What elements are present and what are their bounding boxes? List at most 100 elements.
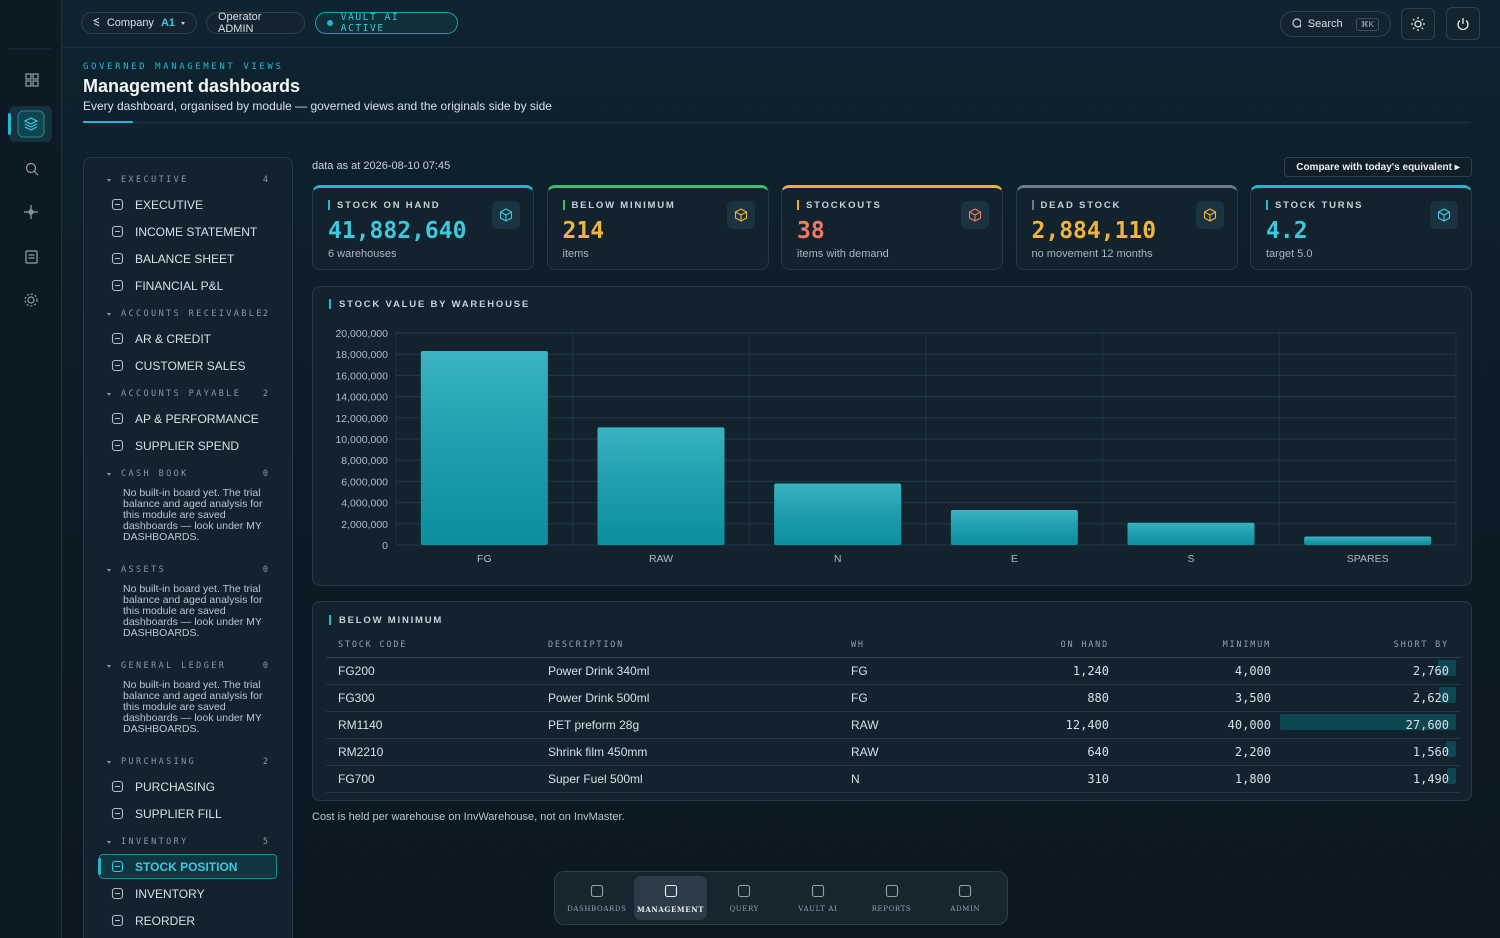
group-header: ASSETS 0 bbox=[84, 558, 292, 581]
nav-tab[interactable]: REPORTS bbox=[855, 876, 929, 920]
table-cell: RAW bbox=[851, 745, 879, 759]
nav-item[interactable]: FINANCIAL P&L bbox=[84, 272, 292, 299]
table-cell: 1,560 bbox=[1283, 741, 1461, 759]
nav-item[interactable]: MRP / PLANNING bbox=[84, 934, 292, 938]
cell-value: 310 bbox=[1087, 772, 1109, 786]
item-icon bbox=[111, 279, 124, 292]
status-dot bbox=[327, 20, 333, 26]
table-row: FG300 Power Drink 500ml FG 880 3,500 2,620 bbox=[326, 685, 1461, 712]
table-row: FG700 Super Fuel 500ml N 310 1,800 1,490 bbox=[326, 766, 1461, 793]
table-title: BELOW MINIMUM bbox=[329, 615, 443, 626]
item-icon bbox=[111, 412, 124, 425]
table-cell: Power Drink 340ml bbox=[548, 664, 650, 678]
nav-item[interactable]: EXECUTIVE bbox=[84, 191, 292, 218]
group-header: GENERAL LEDGER 0 bbox=[84, 654, 292, 677]
page-subtitle: Every dashboard, organised by module — g… bbox=[83, 99, 552, 113]
item-label: REORDER bbox=[135, 914, 196, 928]
table-cell: FG700 bbox=[338, 772, 375, 786]
icon-shape bbox=[111, 279, 124, 292]
item-label: SUPPLIER SPEND bbox=[135, 439, 240, 453]
nav-item[interactable]: AP & PERFORMANCE bbox=[84, 405, 292, 432]
nav-item[interactable]: AR & CREDIT bbox=[84, 325, 292, 352]
group-count: 5 bbox=[262, 837, 268, 847]
group-count: 0 bbox=[262, 469, 268, 479]
item-icon bbox=[111, 807, 124, 820]
table-cell: FG300 bbox=[338, 691, 375, 705]
cell-value: 1,560 bbox=[1412, 745, 1449, 759]
kpi-note: 6 warehouses bbox=[328, 248, 397, 260]
power-button[interactable] bbox=[1446, 7, 1480, 40]
nav-item[interactable]: SUPPLIER SPEND bbox=[84, 432, 292, 459]
nav-item[interactable]: REORDER bbox=[84, 907, 292, 934]
search[interactable]: Search ⌘K bbox=[1280, 11, 1391, 37]
caret bbox=[107, 393, 111, 396]
kpi-card: BELOW MINIMUM 214 items bbox=[546, 185, 769, 270]
table-cell: 3,500 bbox=[1121, 691, 1283, 705]
group-count: 4 bbox=[262, 175, 268, 185]
kpi-icon bbox=[1195, 201, 1224, 229]
group-header: ACCOUNTS RECEIVABLE 2 bbox=[84, 302, 292, 325]
icon-shape bbox=[111, 887, 124, 900]
table-cell: Super Fuel 500ml bbox=[548, 772, 643, 786]
company-value: A1 bbox=[160, 17, 175, 29]
table-cell: RM2210 bbox=[338, 745, 384, 759]
nav-tab[interactable]: QUERY bbox=[707, 876, 781, 920]
table-cell: 1,800 bbox=[1121, 772, 1283, 786]
kpi-icon bbox=[726, 201, 755, 229]
caret bbox=[107, 569, 111, 572]
nav-tab[interactable]: DASHBOARDS bbox=[560, 876, 634, 920]
nav-item[interactable]: BALANCE SHEET bbox=[84, 245, 292, 272]
nav-tab[interactable]: VAULT AI bbox=[781, 876, 855, 920]
y-tick-label: 20,000,000 bbox=[335, 328, 388, 340]
item-icon bbox=[111, 332, 124, 345]
item-icon bbox=[111, 914, 124, 927]
compare-button[interactable]: Compare with today's equivalent ▸ bbox=[1284, 157, 1472, 177]
tab-icon bbox=[885, 884, 898, 898]
x-tick-label: E bbox=[1011, 553, 1018, 565]
tab-label: DASHBOARDS bbox=[567, 905, 627, 913]
group-header: ACCOUNTS PAYABLE 2 bbox=[84, 382, 292, 405]
nav-item[interactable]: INVENTORY bbox=[84, 880, 292, 907]
table-cell: FG200 bbox=[338, 664, 375, 678]
icon-shape bbox=[738, 884, 751, 898]
icon-shape bbox=[111, 359, 124, 372]
page-title: Management dashboards bbox=[83, 76, 301, 96]
group-count: 2 bbox=[262, 309, 268, 319]
nav-item[interactable]: SUPPLIER FILL bbox=[84, 800, 292, 827]
shortcut: ⌘K bbox=[1355, 17, 1379, 31]
operator: Operator ADMIN bbox=[218, 11, 262, 35]
item-label: EXECUTIVE bbox=[135, 198, 204, 212]
nav-item[interactable]: PURCHASING bbox=[84, 773, 292, 800]
tab-icon bbox=[590, 884, 604, 898]
icon-shape bbox=[811, 884, 825, 898]
cube-icon bbox=[499, 208, 513, 222]
group-label: INVENTORY bbox=[121, 837, 189, 847]
group-count: 2 bbox=[262, 389, 268, 399]
theme-button[interactable] bbox=[1401, 8, 1435, 40]
x-tick-label: FG bbox=[477, 553, 492, 565]
power-icon bbox=[1457, 17, 1469, 30]
nav-tab[interactable]: ADMIN bbox=[928, 876, 1002, 920]
cell-value: 12,400 bbox=[1065, 718, 1109, 732]
column-header: MINIMUM bbox=[1222, 640, 1271, 650]
bottom-nav: DASHBOARDS MANAGEMENT QUERY VAULT AI REPORTS… bbox=[554, 871, 1008, 925]
table-row: FG200 Power Drink 340ml FG 1,240 4,000 2,760 bbox=[326, 658, 1461, 685]
kpi-label: STOCK TURNS bbox=[1266, 200, 1363, 211]
kpi-value: 38 bbox=[797, 218, 825, 244]
tab-label: REPORTS bbox=[871, 905, 912, 913]
vault-status: VAULT AI ACTIVE bbox=[315, 12, 458, 34]
table: STOCK CODE DESCRIPTION WH ON HAND MINIMUM SHO… bbox=[326, 633, 1461, 793]
icon-shape bbox=[734, 208, 747, 222]
nav-tab[interactable]: MANAGEMENT bbox=[633, 876, 708, 920]
table-cell: 2,760 bbox=[1283, 660, 1461, 678]
icon-shape bbox=[111, 914, 124, 927]
item-label: INVENTORY bbox=[135, 887, 205, 901]
table-cell: 640 bbox=[989, 745, 1121, 759]
nav-item[interactable]: CUSTOMER SALES bbox=[84, 352, 292, 379]
column-header: DESCRIPTION bbox=[548, 640, 625, 650]
nav-item[interactable]: STOCK POSITION bbox=[84, 853, 292, 880]
nav-item[interactable]: INCOME STATEMENT bbox=[84, 218, 292, 245]
icon-shape bbox=[959, 884, 972, 898]
group-label: PURCHASING bbox=[121, 757, 197, 767]
company-selector[interactable]: Company A1 bbox=[81, 12, 197, 34]
